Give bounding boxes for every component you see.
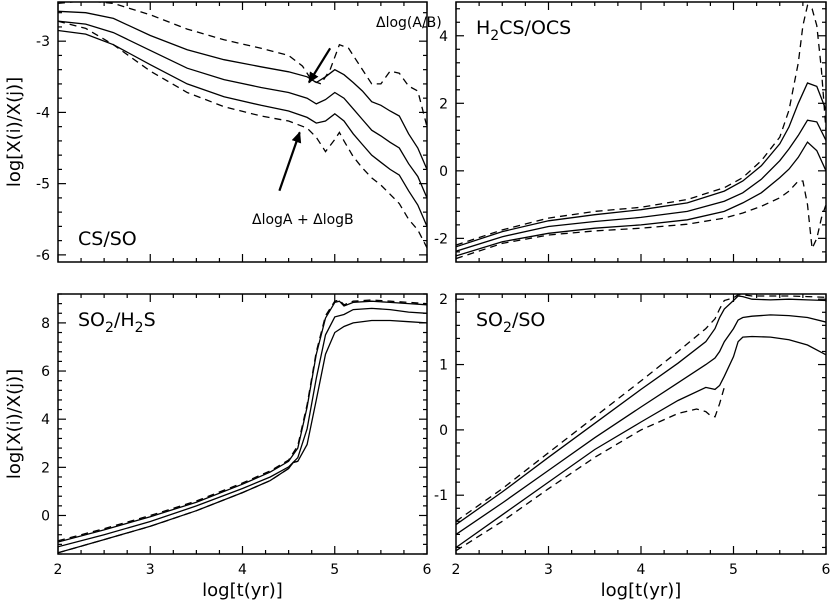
series-line-upper-solid [58, 300, 427, 543]
x-tick-label: 5 [729, 562, 738, 578]
x-tick-label: 6 [822, 562, 830, 578]
title-title-rest: /H [114, 309, 135, 331]
annotation-arrow [278, 131, 302, 192]
y-tick-label: 8 [41, 316, 50, 332]
y-tick-label: 0 [41, 508, 50, 524]
series-line-middle-solid [58, 20, 427, 199]
y-tick-label: -5 [36, 177, 50, 193]
title-title-sub2: 2 [135, 320, 144, 336]
y-tick-label: -6 [36, 248, 50, 264]
annotation-label: Δlog(A/B) [376, 15, 442, 31]
x-axis-label: log[t(yr)] [601, 580, 682, 601]
plot-frame [57, 1, 428, 263]
series-line-middle-solid [456, 314, 826, 535]
title-title-main: CS/SO [78, 228, 137, 250]
y-tick-label: -1 [434, 488, 448, 504]
series-line-middle-solid [456, 119, 826, 252]
y-axis-label: log[X(i)/X(j)] [4, 77, 25, 187]
y-tick-label: 4 [41, 412, 50, 428]
x-tick-label: 2 [54, 562, 63, 578]
series-line-lower-solid [456, 335, 826, 549]
series-line-lower-dashed [456, 387, 725, 552]
title-title-sub: 2 [490, 28, 499, 44]
y-tick-label: -2 [434, 231, 448, 247]
y-tick-label: 2 [439, 96, 448, 112]
x-axis-label: log[t(yr)] [202, 580, 283, 601]
series-line-upper-solid [58, 10, 427, 170]
x-tick-label: 6 [423, 562, 432, 578]
panel-title: SO2/SO [476, 309, 545, 336]
series-line-upper-dashed [456, 4, 826, 246]
y-tick-label: -4 [36, 105, 50, 121]
series-line-upper-dashed [456, 294, 826, 522]
series-line-upper-solid [456, 82, 826, 248]
title-title-sub: 2 [503, 320, 512, 336]
series-line-lower-dashed [58, 20, 427, 249]
panel-title: CS/SO [78, 228, 137, 250]
series-line-middle-solid [58, 307, 427, 548]
x-tick-label: 2 [452, 562, 461, 578]
title-title-main: H [476, 17, 490, 39]
panel-title: SO2/H2S [78, 309, 156, 336]
title-title-rest2: S [144, 309, 156, 331]
title-title-sub: 2 [105, 320, 114, 336]
annotation-arrow [307, 47, 332, 84]
y-axis-label: log[X(i)/X(j)] [4, 369, 25, 479]
title-title-rest: CS/OCS [499, 17, 571, 39]
x-tick-label: 3 [146, 562, 155, 578]
series-line-upper-dashed [58, 299, 427, 542]
y-tick-label: 2 [439, 292, 448, 308]
panel-3: 2 3 4 5 602468log[t(yr)]log[X(i)/X(j)]SO2/H2… [4, 293, 432, 601]
y-tick-label: 6 [41, 364, 50, 380]
annotation-label: ΔlogA + ΔlogB [252, 212, 354, 228]
x-tick-label: 4 [637, 562, 646, 578]
series-line-lower-solid [58, 319, 427, 554]
y-tick-label: 0 [439, 164, 448, 180]
series-line-lower-solid [58, 29, 427, 227]
plot-frame [455, 1, 827, 263]
title-title-rest: /SO [512, 309, 545, 331]
series-line-lower-solid [456, 141, 826, 257]
title-title-main: SO [78, 309, 105, 331]
series-line-lower-dashed [456, 180, 826, 260]
y-tick-label: -3 [36, 34, 50, 50]
series-line-lower-dashed [58, 460, 298, 554]
panel-1: -6 -5 -4 -3 log[X(i)/X(j)] CS/SO Δlog(A/B) Δlog… [4, 1, 442, 264]
panel-title: H2CS/OCS [476, 17, 571, 44]
y-tick-label: 1 [439, 358, 448, 374]
title-title-main: SO [476, 309, 503, 331]
x-tick-label: 4 [238, 562, 247, 578]
x-tick-label: 5 [330, 562, 339, 578]
y-tick-label: 2 [41, 460, 50, 476]
series-line-upper-solid [456, 295, 826, 526]
y-tick-label: 4 [439, 29, 448, 45]
y-tick-label: 0 [439, 423, 448, 439]
x-tick-label: 3 [544, 562, 553, 578]
